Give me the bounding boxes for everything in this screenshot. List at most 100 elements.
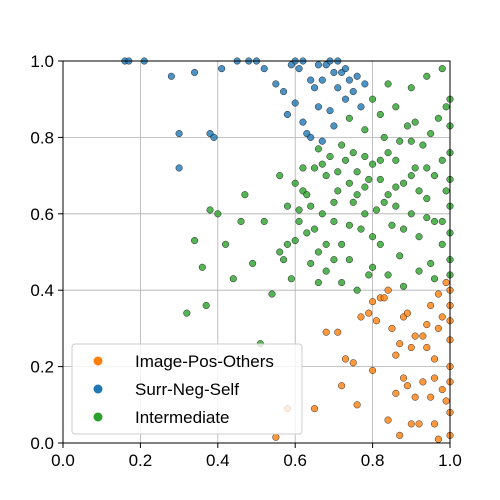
data-point: [210, 133, 218, 141]
data-point: [295, 206, 303, 214]
data-point: [438, 156, 446, 164]
data-point: [407, 137, 415, 145]
data-point: [349, 88, 357, 96]
data-point: [388, 221, 396, 229]
data-point: [349, 359, 357, 367]
data-point: [237, 217, 245, 225]
data-point: [314, 103, 322, 111]
data-point: [214, 210, 222, 218]
data-point: [191, 68, 199, 76]
data-point: [384, 416, 392, 424]
data-point: [326, 107, 334, 115]
data-point: [407, 172, 415, 180]
y-tick-label: 0.2: [30, 358, 54, 377]
data-point: [291, 99, 299, 107]
data-point: [353, 72, 361, 80]
data-point: [380, 294, 388, 302]
data-point: [311, 84, 319, 92]
data-point: [330, 198, 338, 206]
data-point: [400, 282, 408, 290]
data-point: [287, 61, 295, 69]
data-point: [392, 351, 400, 359]
data-point: [396, 340, 404, 348]
data-point: [427, 259, 435, 267]
data-point: [345, 114, 353, 122]
data-point: [376, 175, 384, 183]
data-point: [400, 225, 408, 233]
data-point: [283, 240, 291, 248]
data-point: [345, 256, 353, 264]
plot-frame: [62, 60, 451, 444]
data-point: [311, 405, 319, 413]
data-point: [303, 229, 311, 237]
data-point: [295, 65, 303, 73]
data-point: [299, 164, 307, 172]
data-point: [280, 256, 288, 264]
data-point: [396, 431, 404, 439]
data-point: [411, 393, 419, 401]
data-point: [361, 183, 369, 191]
data-point: [438, 313, 446, 321]
data-point: [295, 217, 303, 225]
data-point: [423, 214, 431, 222]
data-point: [314, 248, 322, 256]
data-point: [342, 355, 350, 363]
data-point: [392, 202, 400, 210]
data-point: [380, 198, 388, 206]
data-point: [307, 76, 315, 84]
data-point: [403, 309, 411, 317]
data-point: [349, 198, 357, 206]
data-point: [434, 435, 442, 443]
data-point: [365, 271, 373, 279]
data-point: [311, 164, 319, 172]
data-point: [338, 141, 346, 149]
data-point: [384, 80, 392, 88]
data-point: [400, 374, 408, 382]
data-point: [334, 84, 342, 92]
data-point: [342, 156, 350, 164]
data-point: [338, 382, 346, 390]
data-point: [403, 122, 411, 130]
data-point: [353, 286, 361, 294]
data-point: [431, 355, 439, 363]
data-point: [361, 210, 369, 218]
data-point: [384, 149, 392, 157]
data-point: [392, 156, 400, 164]
data-point: [307, 259, 315, 267]
data-point: [419, 378, 427, 386]
y-tick-label: 0.6: [30, 205, 54, 224]
data-point: [314, 145, 322, 153]
data-point: [303, 191, 311, 199]
data-point: [431, 217, 439, 225]
data-point: [218, 65, 226, 73]
data-point: [206, 206, 214, 214]
data-point: [345, 76, 353, 84]
data-point: [365, 309, 373, 317]
data-point: [283, 202, 291, 210]
data-point: [372, 317, 380, 325]
data-point: [423, 72, 431, 80]
legend-box: [71, 343, 303, 435]
data-point: [365, 175, 373, 183]
data-point: [283, 110, 291, 118]
data-point: [322, 267, 330, 275]
data-point: [431, 374, 439, 382]
data-point: [314, 279, 322, 287]
data-point: [423, 344, 431, 352]
data-point: [442, 279, 450, 287]
data-point: [376, 110, 384, 118]
data-point: [361, 126, 369, 134]
data-point: [369, 366, 377, 374]
data-point: [431, 420, 439, 428]
data-point: [376, 240, 384, 248]
data-point: [202, 301, 210, 309]
data-point: [384, 191, 392, 199]
data-point: [272, 80, 280, 88]
data-point: [318, 210, 326, 218]
data-point: [419, 141, 427, 149]
data-point: [415, 420, 423, 428]
data-point: [291, 179, 299, 187]
data-point: [442, 397, 450, 405]
data-point: [338, 240, 346, 248]
